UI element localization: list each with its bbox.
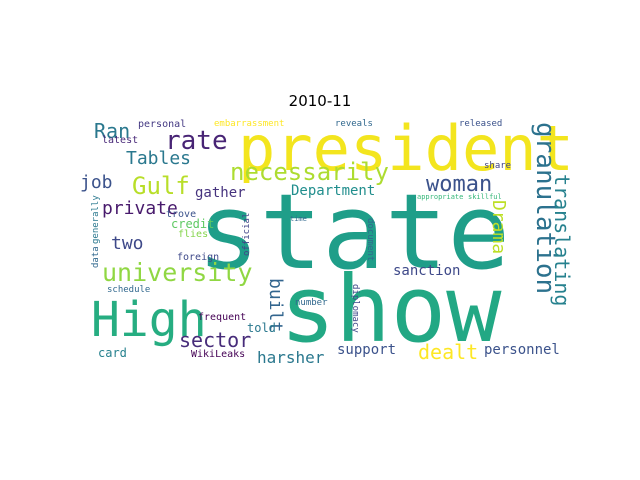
word-latest: latest — [102, 135, 139, 146]
word-personal: personal — [138, 119, 187, 130]
word-job: job — [80, 172, 113, 193]
word-necessarily: necessarily — [230, 158, 389, 186]
word-university: university — [102, 258, 253, 287]
word-card: card — [98, 346, 127, 360]
word-diplomacy: diplomacy — [350, 284, 360, 333]
word-support: support — [337, 342, 397, 358]
word-released: released — [459, 119, 503, 129]
word-private: private — [102, 198, 178, 219]
word-told: told — [247, 321, 276, 335]
word-cloud: president state show High university Gul… — [80, 118, 578, 370]
word-state: state — [197, 171, 511, 293]
word-document: document — [365, 218, 375, 262]
word-drama: Drama — [488, 200, 509, 255]
chart-title: 2010-11 — [288, 92, 352, 110]
word-foreign: foreign — [177, 252, 220, 263]
word-woman: woman — [426, 172, 493, 197]
word-translating: translating — [550, 174, 574, 307]
word-schedule: schedule — [107, 285, 151, 295]
word-flies: flies — [178, 229, 209, 240]
word-sector: sector — [179, 328, 252, 352]
word-embarrassment: embarrassment — [214, 119, 285, 129]
word-wikileaks: WikiLeaks — [191, 349, 246, 360]
word-high: High — [91, 292, 207, 348]
word-two: two — [111, 233, 144, 254]
word-frequent: frequent — [198, 312, 247, 323]
word-sanction: sanction — [393, 263, 461, 279]
word-show: show — [280, 256, 502, 363]
word-credit: credit — [171, 217, 215, 231]
word-appropriate: appropriate — [417, 193, 464, 201]
word-ran: Ran — [94, 119, 131, 143]
word-trove: trove — [166, 209, 197, 220]
word-generally: generally — [91, 195, 101, 244]
word-gulf: Gulf — [132, 172, 190, 200]
word-rate: rate — [165, 126, 228, 156]
word-personnel: personnel — [484, 342, 560, 358]
word-time: time — [290, 215, 307, 223]
word-number: number — [295, 298, 328, 308]
word-share: share — [484, 161, 512, 171]
word-department: Department — [291, 183, 376, 199]
word-skillful: skillful — [468, 193, 502, 201]
word-data: data — [91, 246, 101, 268]
word-tables: Tables — [126, 148, 192, 169]
word-gather: gather — [195, 185, 246, 201]
word-president: president — [238, 118, 574, 185]
word-harsher: harsher — [257, 348, 325, 367]
word-reveals: reveals — [335, 119, 373, 129]
word-dealt: dealt — [418, 340, 479, 364]
word-official: official — [242, 212, 252, 256]
